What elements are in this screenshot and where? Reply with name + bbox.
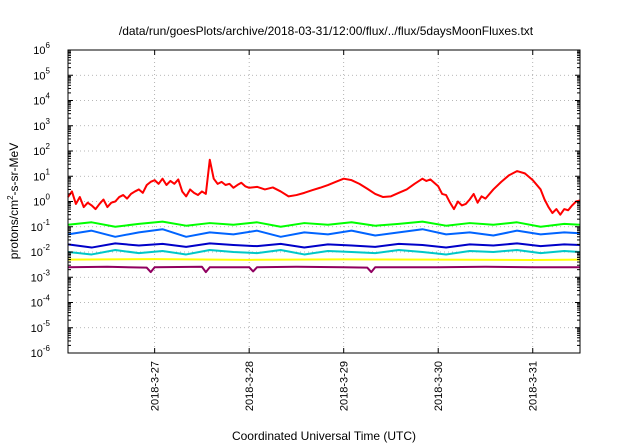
y-tick-label-exponent: -6 xyxy=(43,344,51,353)
y-tick-label: 10-1 xyxy=(31,218,51,234)
y-axis-label-part-1: protons/cm xyxy=(7,200,21,259)
y-tick-label-exponent: -5 xyxy=(43,319,51,328)
y-tick-label-base: 10 xyxy=(31,323,43,335)
y-tick-label: 10-2 xyxy=(31,243,51,259)
y-tick-label-exponent: 4 xyxy=(46,92,51,101)
y-tick-label-base: 10 xyxy=(33,70,45,82)
x-tick-label: 2018-3-29 xyxy=(339,361,351,411)
y-tick-label-base: 10 xyxy=(33,96,45,108)
y-tick-label: 100 xyxy=(33,193,50,209)
y-tick-label-base: 10 xyxy=(33,121,45,133)
y-tick-label: 104 xyxy=(33,92,50,108)
y-axis-label-part-2: -s-sr-MeV xyxy=(7,143,21,196)
y-tick-label: 101 xyxy=(33,167,50,183)
y-tick-label-base: 10 xyxy=(31,247,43,259)
y-tick-label-base: 10 xyxy=(31,348,43,360)
flux-series-yellow xyxy=(67,258,581,262)
flux-series-red xyxy=(67,158,581,216)
chart-title: /data/run/goesPlots/archive/2018-03-31/1… xyxy=(119,24,534,38)
y-tick-label: 10-5 xyxy=(31,319,51,335)
y-axis-label: protons/cm2-s-sr-MeV xyxy=(6,143,21,259)
y-tick-label-exponent: -1 xyxy=(43,218,51,227)
y-tick-label-base: 10 xyxy=(33,197,45,209)
x-tick-label: 2018-3-28 xyxy=(244,361,256,411)
y-tick-label-exponent: -2 xyxy=(43,243,51,252)
y-axis-label-superscript: 2 xyxy=(6,195,15,200)
y-tick-label-exponent: -3 xyxy=(43,268,51,277)
y-tick-label: 105 xyxy=(33,66,50,82)
flux-series-navy xyxy=(67,242,581,249)
y-tick-label-base: 10 xyxy=(33,45,45,57)
y-tick-label-base: 10 xyxy=(33,146,45,158)
y-tick-label-exponent: 6 xyxy=(46,41,51,50)
y-tick-label-base: 10 xyxy=(31,272,43,284)
y-tick-label-exponent: 2 xyxy=(46,142,51,151)
y-tick-label: 102 xyxy=(33,142,50,158)
flux-series-cyan xyxy=(67,249,581,256)
y-tick-label-base: 10 xyxy=(31,222,43,234)
y-tick-label-exponent: 1 xyxy=(46,167,51,176)
series-group xyxy=(67,158,581,274)
y-tick-label-exponent: 0 xyxy=(46,193,51,202)
x-tick-label: 2018-3-30 xyxy=(433,361,445,411)
y-tick-label-exponent: 3 xyxy=(46,117,51,126)
axes: 10-610-510-410-310-210-11001011021031041… xyxy=(31,41,580,411)
y-tick-label: 10-6 xyxy=(31,344,51,360)
y-tick-label-exponent: -4 xyxy=(43,294,51,303)
y-tick-label-base: 10 xyxy=(33,171,45,183)
y-tick-label: 10-3 xyxy=(31,268,51,284)
flux-series-green xyxy=(67,220,581,228)
y-tick-label-exponent: 5 xyxy=(46,66,51,75)
grid-lines xyxy=(68,50,580,353)
y-tick-label: 103 xyxy=(33,117,50,133)
x-tick-label: 2018-3-27 xyxy=(150,361,162,411)
flux-series-purple xyxy=(67,265,580,274)
x-tick-label: 2018-3-31 xyxy=(528,361,540,411)
y-tick-label: 106 xyxy=(33,41,50,57)
y-tick-label-base: 10 xyxy=(31,298,43,310)
y-tick-label: 10-4 xyxy=(31,294,51,310)
flux-series-blue xyxy=(67,228,581,238)
x-axis-label: Coordinated Universal Time (UTC) xyxy=(232,429,416,443)
